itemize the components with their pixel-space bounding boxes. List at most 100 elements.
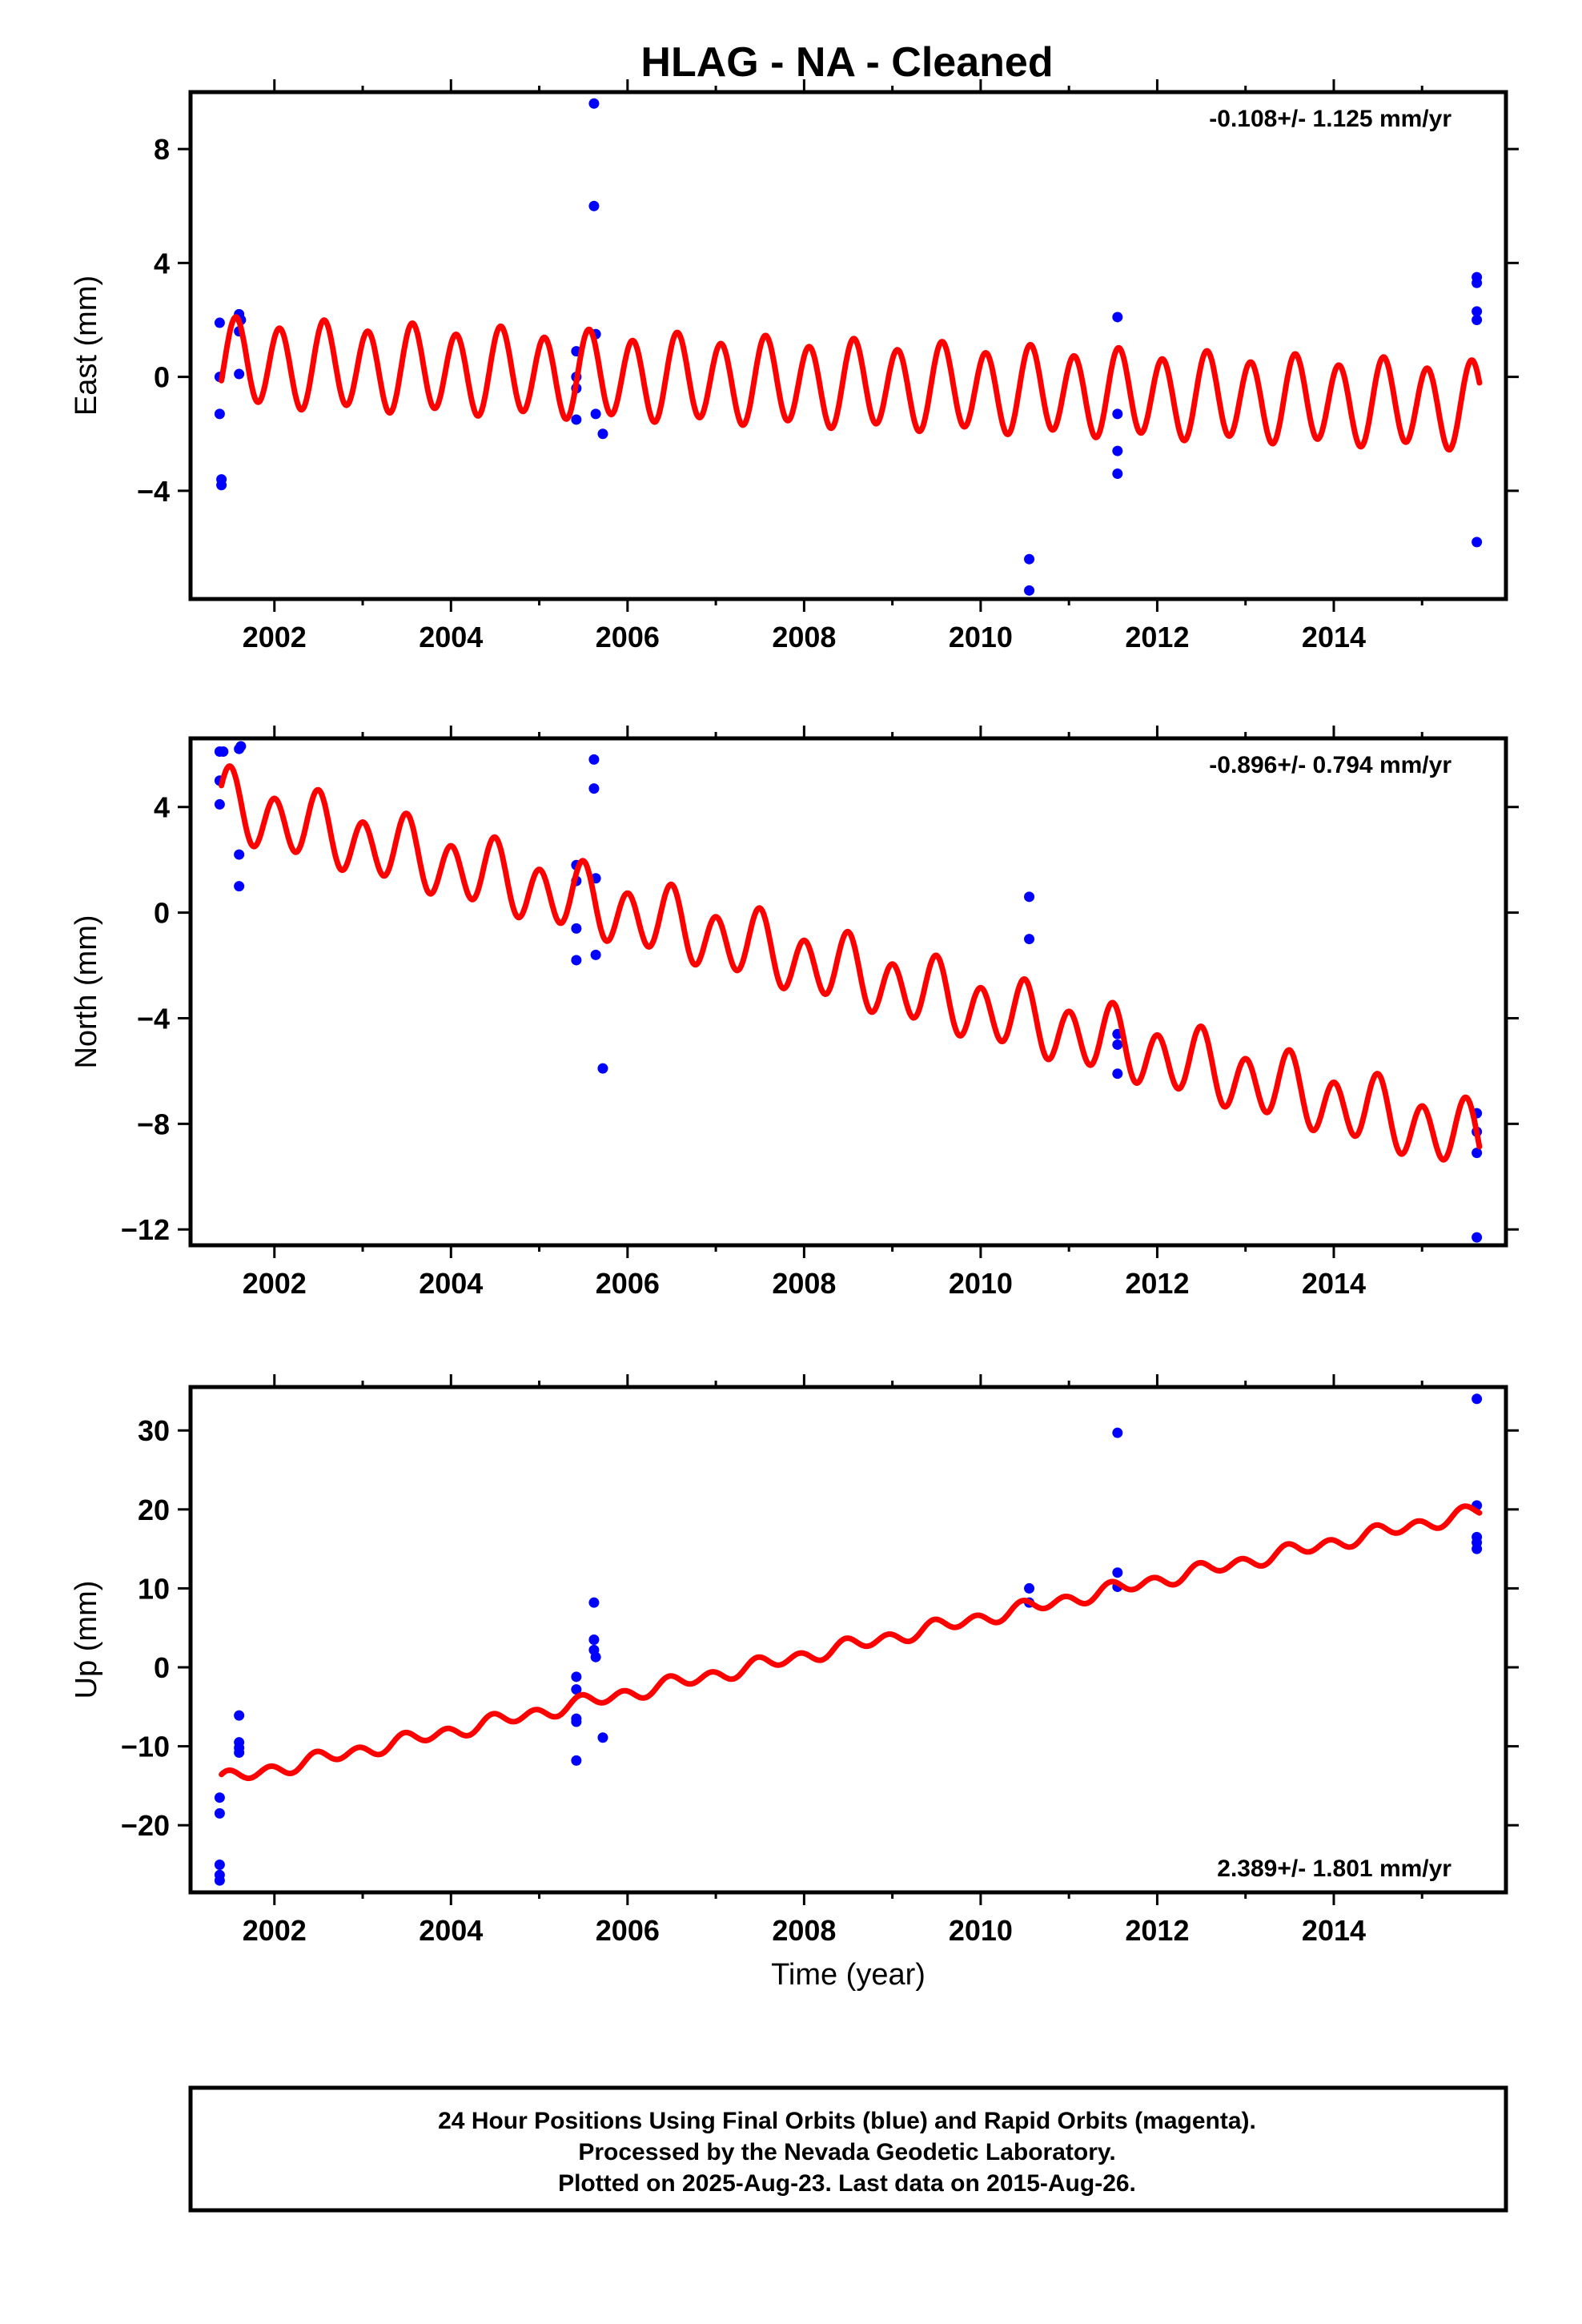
east-point-23 — [1112, 468, 1123, 480]
y-tick-label-0: 4 — [154, 791, 170, 824]
x-tick-label-2014: 2014 — [1302, 621, 1366, 653]
x-tick-label-2008: 2008 — [772, 621, 836, 653]
up-point-5 — [234, 1710, 245, 1721]
y-tick-label-3: 0 — [154, 1651, 170, 1684]
east-point-2 — [214, 408, 225, 420]
x-tick-label-2004: 2004 — [419, 1267, 483, 1300]
north-panel: 2002 2004 2006 2008 2010 2012 2014 4 0 −4 −8 −12 Nor… — [70, 726, 1519, 1300]
north-point-12 — [588, 754, 600, 765]
east-point-18 — [1024, 553, 1035, 565]
up-point-1 — [214, 1807, 225, 1819]
up-point-2 — [214, 1859, 225, 1870]
x-tick-label-2002: 2002 — [243, 1267, 307, 1300]
east-panel: 2002 2004 2006 2008 2010 2012 2014 8 4 0 −4 East (m… — [70, 79, 1519, 653]
north-point-15 — [590, 949, 601, 960]
up-point-0 — [214, 1792, 225, 1803]
up-point-21 — [1112, 1427, 1123, 1438]
north-plot-frame — [188, 736, 1508, 1248]
y-tick-label-2: 0 — [154, 361, 170, 394]
up-point-12 — [571, 1716, 582, 1727]
up-point-24 — [1472, 1393, 1483, 1405]
east-point-26 — [1472, 306, 1483, 317]
east-point-21 — [1112, 408, 1123, 420]
east-point-12 — [571, 414, 582, 425]
footer-line-1: 24 Hour Positions Using Final Orbits (bl… — [438, 2108, 1256, 2134]
north-point-25 — [1472, 1232, 1483, 1243]
y-tick-label-5: −20 — [121, 1809, 170, 1842]
y-axis-label-up: Up (mm) — [70, 1581, 103, 1699]
north-point-10 — [571, 923, 582, 934]
east-point-7 — [234, 368, 245, 380]
east-plot-frame — [188, 90, 1508, 601]
footer-line-2: Processed by the Nevada Geodetic Laborat… — [578, 2139, 1115, 2165]
y-tick-label-1: 4 — [154, 247, 170, 279]
y-tick-label-4: −12 — [121, 1213, 170, 1246]
east-point-27 — [1472, 314, 1483, 325]
x-tick-label-2008: 2008 — [772, 1267, 836, 1300]
east-point-17 — [597, 428, 608, 440]
east-point-20 — [1112, 312, 1123, 323]
north-point-1 — [218, 746, 229, 757]
x-tick-label-2002: 2002 — [243, 1914, 307, 1947]
up-point-15 — [588, 1634, 600, 1645]
up-point-17 — [590, 1651, 601, 1663]
x-tick-label-2010: 2010 — [949, 1267, 1013, 1300]
x-tick-label-2012: 2012 — [1125, 1267, 1189, 1300]
up-rate-label: 2.389+/- 1.801 mm/yr — [1217, 1856, 1452, 1882]
east-point-25 — [1472, 277, 1483, 288]
north-rate-label: -0.896+/- 0.794 mm/yr — [1209, 752, 1452, 778]
up-point-19 — [1024, 1582, 1035, 1594]
north-point-17 — [1024, 891, 1035, 903]
up-point-8 — [234, 1747, 245, 1758]
x-tick-label-2010: 2010 — [949, 621, 1013, 653]
east-point-22 — [1112, 445, 1123, 456]
y-tick-label-4: −10 — [121, 1731, 170, 1763]
north-point-18 — [1024, 934, 1035, 945]
x-tick-label-2008: 2008 — [772, 1914, 836, 1947]
footer-box: 24 Hour Positions Using Final Orbits (bl… — [188, 2085, 1508, 2213]
x-tick-label-2002: 2002 — [243, 621, 307, 653]
up-point-9 — [571, 1671, 582, 1683]
y-axis-label-north: North (mm) — [70, 915, 103, 1068]
y-tick-label-3: −8 — [137, 1108, 170, 1140]
y-axis-label-east: East (mm) — [70, 275, 103, 416]
east-point-16 — [590, 408, 601, 420]
up-plot-frame — [188, 1385, 1508, 1895]
north-point-11 — [571, 955, 582, 966]
up-point-10 — [571, 1684, 582, 1695]
x-tick-label-2014: 2014 — [1302, 1267, 1366, 1300]
x-tick-label-2004: 2004 — [419, 1914, 483, 1947]
east-point-14 — [588, 200, 600, 211]
east-point-0 — [214, 317, 225, 328]
up-point-28 — [1472, 1543, 1483, 1554]
footer-line-3: Plotted on 2025-Aug-23. Last data on 201… — [558, 2170, 1136, 2197]
up-point-18 — [597, 1732, 608, 1743]
up-model-curve — [219, 1503, 1483, 1782]
north-point-16 — [597, 1063, 608, 1074]
north-point-5 — [235, 741, 247, 752]
x-axis-label: Time (year) — [771, 1958, 926, 1992]
x-tick-label-2006: 2006 — [596, 1914, 660, 1947]
y-tick-label-2: 10 — [138, 1572, 170, 1605]
footer-frame — [188, 2085, 1508, 2213]
up-panel: 2002 2004 2006 2008 2010 2012 20143020100−10−2… — [70, 1374, 1519, 1992]
north-point-21 — [1112, 1068, 1123, 1080]
y-tick-label-3: −4 — [137, 475, 170, 508]
y-tick-label-1: 0 — [154, 897, 170, 930]
y-tick-label-0: 8 — [154, 133, 170, 166]
x-tick-label-2010: 2010 — [949, 1914, 1013, 1947]
east-point-28 — [1472, 537, 1483, 548]
y-tick-label-2: −4 — [137, 1002, 170, 1035]
east-point-13 — [588, 98, 600, 109]
x-tick-label-2004: 2004 — [419, 621, 483, 653]
figure-title: HLAG - NA - Cleaned — [640, 39, 1053, 86]
up-point-4 — [214, 1875, 225, 1886]
x-tick-label-2012: 2012 — [1125, 1914, 1189, 1947]
y-tick-label-1: 20 — [138, 1494, 170, 1526]
north-point-7 — [234, 881, 245, 892]
east-rate-label: -0.108+/- 1.125 mm/yr — [1209, 106, 1452, 132]
north-point-3 — [214, 798, 225, 810]
x-tick-label-2012: 2012 — [1125, 621, 1189, 653]
up-point-14 — [588, 1597, 600, 1608]
